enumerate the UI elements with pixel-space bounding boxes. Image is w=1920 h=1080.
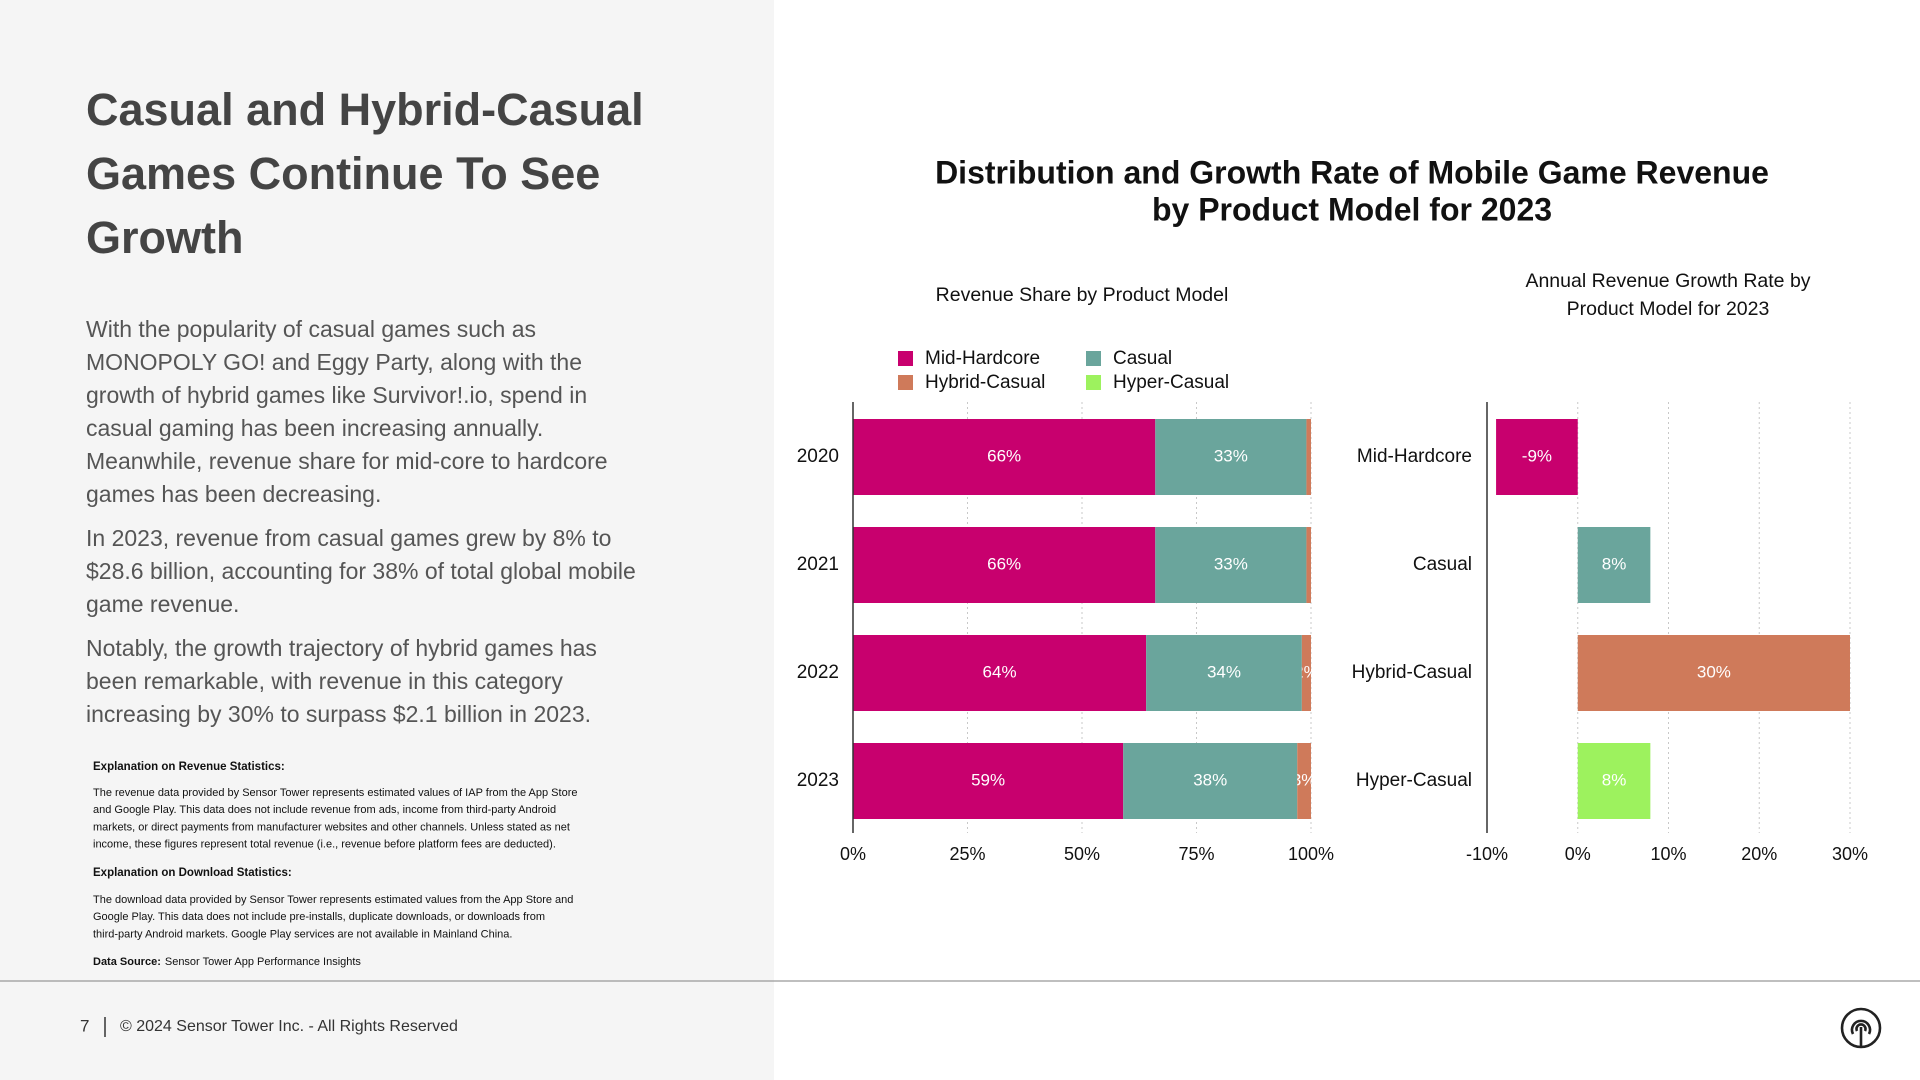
- bar-segment: [1146, 635, 1302, 711]
- figure-title: Distribution and Growth Rate of Mobile G…: [935, 154, 1769, 190]
- value-label: 33%: [1214, 446, 1248, 465]
- note-text: and Google Play. This data does not incl…: [93, 804, 556, 816]
- value-label: 8%: [1602, 554, 1627, 573]
- body-text: been remarkable, with revenue in this ca…: [86, 668, 563, 694]
- note-heading: Explanation on Download Statistics:: [93, 867, 292, 879]
- legend-label: Casual: [1113, 348, 1172, 369]
- value-label: 59%: [971, 770, 1005, 789]
- chart-title: Product Model for 2023: [1567, 298, 1770, 320]
- data-source: Data Source: Sensor Tower App Performance…: [93, 956, 361, 968]
- bar-segment: [1306, 527, 1311, 603]
- y-category-label: 2022: [797, 662, 839, 683]
- left-panel: [0, 0, 774, 1080]
- legend-swatch: [1086, 375, 1101, 390]
- logo: [1840, 1007, 1882, 1049]
- bar-segment: [1306, 419, 1311, 495]
- legend-swatch: [898, 351, 913, 366]
- slide-title: Casual and Hybrid-Casual: [86, 84, 644, 135]
- value-label: 34%: [1207, 662, 1241, 681]
- slide-title: Games Continue To See: [86, 148, 600, 199]
- note-text: markets, or direct payments from manufac…: [93, 821, 570, 833]
- bar-segment: [853, 527, 1156, 603]
- value-label: 30%: [1697, 662, 1731, 681]
- bar-segment: [1123, 743, 1298, 819]
- data-source-text: Sensor Tower App Performance Insights: [165, 956, 362, 968]
- bar: [1577, 635, 1850, 711]
- x-tick-label: 75%: [1178, 844, 1214, 864]
- legend-label: Mid-Hardcore: [925, 348, 1040, 369]
- bar: [1496, 419, 1578, 495]
- value-label: 3%: [1292, 770, 1317, 789]
- bar-segment: [1155, 419, 1307, 495]
- y-category-label: Mid-Hardcore: [1357, 446, 1472, 467]
- note-heading: Explanation on Revenue Statistics:: [93, 761, 285, 773]
- x-tick-label: 50%: [1064, 844, 1100, 864]
- page-number: 7: [80, 1016, 89, 1035]
- y-category-label: Casual: [1413, 554, 1472, 575]
- bar-segment: [1155, 527, 1307, 603]
- body-text: Meanwhile, revenue share for mid-core to…: [86, 448, 608, 474]
- chart-title: Revenue Share by Product Model: [936, 284, 1229, 306]
- bar: [1577, 743, 1651, 819]
- data-source-label: Data Source:: [93, 956, 161, 968]
- x-tick-label: -10%: [1466, 844, 1508, 864]
- x-tick-label: 30%: [1832, 844, 1868, 864]
- bar-segment: [1301, 635, 1311, 711]
- figure-title: by Product Model for 2023: [1152, 191, 1552, 227]
- value-label: 8%: [1602, 770, 1627, 789]
- value-label: -9%: [1522, 446, 1552, 465]
- bar-segment: [853, 419, 1156, 495]
- body-text: MONOPOLY GO! and Eggy Party, along with …: [86, 349, 582, 375]
- value-label: 38%: [1193, 770, 1227, 789]
- y-category-label: 2023: [797, 770, 839, 791]
- slide-title: Growth: [86, 212, 243, 263]
- value-label: 33%: [1214, 554, 1248, 573]
- x-tick-label: 10%: [1650, 844, 1686, 864]
- y-category-label: 2021: [797, 554, 839, 575]
- y-category-label: Hyper-Casual: [1356, 770, 1472, 791]
- bar-segment: [853, 743, 1124, 819]
- x-tick-label: 100%: [1288, 844, 1334, 864]
- body-text: games has been decreasing.: [86, 481, 381, 507]
- bar-segment: [853, 635, 1147, 711]
- chart-title: Annual Revenue Growth Rate by: [1525, 270, 1810, 292]
- legend-swatch: [1086, 351, 1101, 366]
- body-text: In 2023, revenue from casual games grew …: [86, 525, 611, 551]
- x-tick-label: 0%: [840, 844, 866, 864]
- y-category-label: 2020: [797, 446, 839, 467]
- value-label: 66%: [987, 554, 1021, 573]
- value-label: 2%: [1294, 662, 1319, 681]
- bar-segment: [1297, 743, 1311, 819]
- x-tick-label: 20%: [1741, 844, 1777, 864]
- copyright: © 2024 Sensor Tower Inc. - All Rights Re…: [120, 1018, 458, 1035]
- body-text: $28.6 billion, accounting for 38% of tot…: [86, 558, 636, 584]
- legend-label: Hybrid-Casual: [925, 372, 1045, 393]
- body-text: Notably, the growth trajectory of hybrid…: [86, 635, 597, 661]
- x-tick-label: 0%: [1565, 844, 1591, 864]
- body-text: game revenue.: [86, 591, 239, 617]
- body-text: growth of hybrid games like Survivor!.io…: [86, 382, 587, 408]
- body-text: With the popularity of casual games such…: [86, 316, 536, 342]
- value-label: 64%: [983, 662, 1017, 681]
- body-text: increasing by 30% to surpass $2.1 billio…: [86, 701, 591, 727]
- note-text: Google Play. This data does not include …: [93, 911, 545, 923]
- y-category-label: Hybrid-Casual: [1352, 662, 1472, 683]
- note-text: income, these figures represent total re…: [93, 839, 556, 851]
- bar: [1577, 527, 1651, 603]
- note-text: The revenue data provided by Sensor Towe…: [93, 787, 577, 799]
- body-text: casual gaming has been increasing annual…: [86, 415, 543, 441]
- legend-label: Hyper-Casual: [1113, 372, 1229, 393]
- x-tick-label: 25%: [949, 844, 985, 864]
- legend-swatch: [898, 375, 913, 390]
- note-text: third-party Android markets. Google Play…: [93, 928, 512, 940]
- value-label: 66%: [987, 446, 1021, 465]
- note-text: The download data provided by Sensor Tow…: [93, 894, 573, 906]
